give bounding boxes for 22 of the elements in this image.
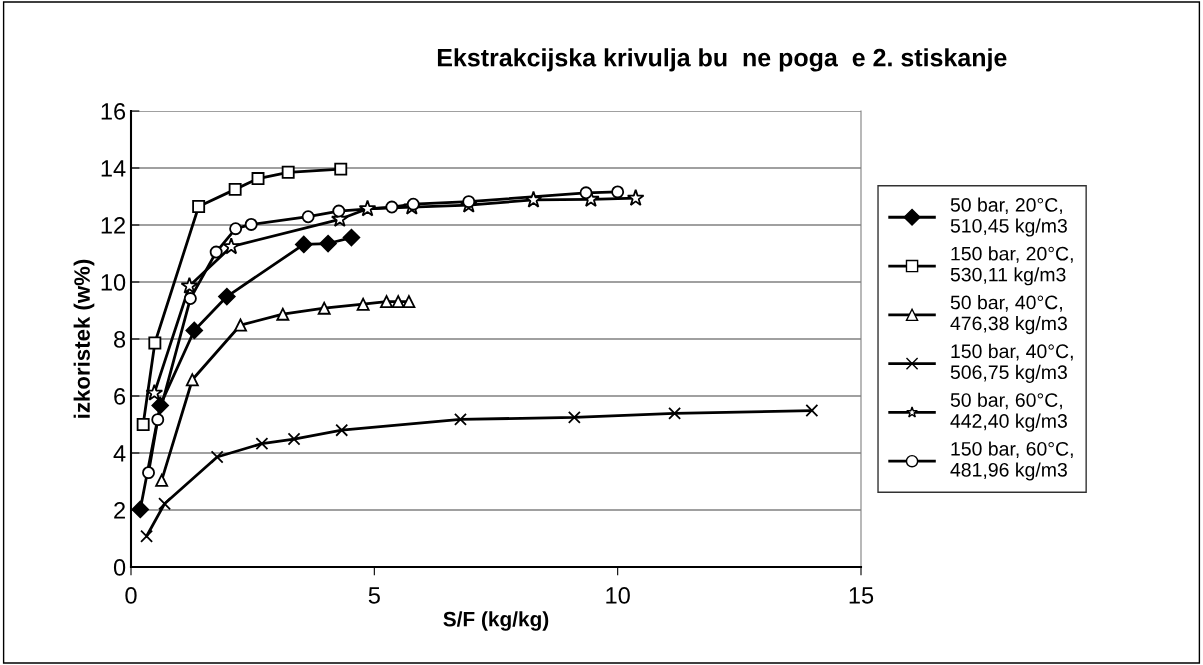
chart-title: Ekstrakcijska krivulja bu ne poga e 2. stiskanje bbox=[437, 48, 1007, 72]
x-tick-label: 0 bbox=[125, 587, 137, 604]
y-tick-label: 8 bbox=[114, 331, 126, 348]
legend-label: 50 bar, 60°C, 442,40 kg/m3 bbox=[950, 392, 1067, 432]
x-axis-title: S/F (kg/kg) bbox=[443, 611, 549, 631]
y-tick-label: 12 bbox=[101, 217, 125, 234]
x-tick-label: 15 bbox=[849, 587, 874, 604]
legend-label: 50 bar, 40°C, 476,38 kg/m3 bbox=[950, 295, 1067, 335]
y-tick-label: 10 bbox=[101, 274, 126, 291]
legend-label: 50 bar, 20°C, 510,45 kg/m3 bbox=[950, 197, 1067, 237]
legend-label: 150 bar, 20°C, 530,11 kg/m3 bbox=[950, 246, 1073, 286]
legend-label: 150 bar, 40°C, 506,75 kg/m3 bbox=[950, 343, 1073, 383]
y-tick-label: 4 bbox=[113, 445, 126, 462]
x-tick-label: 10 bbox=[606, 587, 630, 604]
y-tick-label: 14 bbox=[101, 160, 126, 177]
y-axis-title: izkoristek (w%) bbox=[73, 259, 95, 418]
x-tick-label: 5 bbox=[368, 587, 380, 604]
y-tick-label: 2 bbox=[114, 502, 125, 519]
y-tick-label: 0 bbox=[113, 559, 126, 576]
y-tick-label: 6 bbox=[114, 388, 126, 405]
legend-label: 150 bar, 60°C, 481,96 kg/m3 bbox=[950, 441, 1073, 481]
y-tick-label: 16 bbox=[101, 103, 126, 120]
